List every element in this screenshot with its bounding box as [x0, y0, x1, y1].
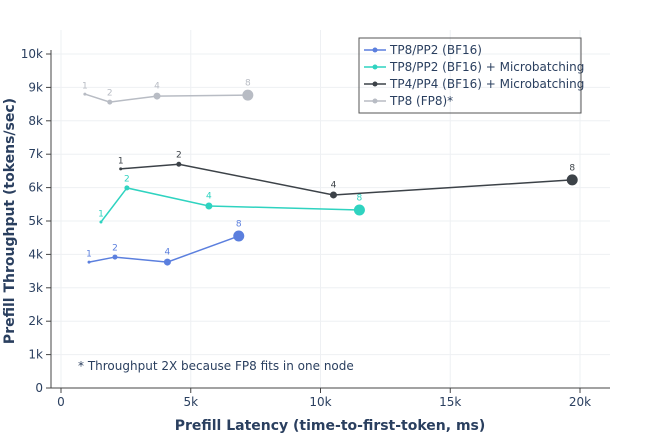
data-point [353, 204, 365, 216]
data-point [205, 202, 213, 210]
annotation: * Throughput 2X because FP8 fits in one … [78, 359, 354, 373]
data-point [153, 92, 161, 100]
legend-marker [372, 47, 378, 53]
y-tick-label: 6k [28, 181, 43, 195]
data-label: 2 [107, 89, 113, 99]
axes: 0 5k 10k 15k 20k 0 1k 2k 3k 4k 5k 6k 7k 8k 9k 10k [21, 47, 610, 409]
data-point [87, 260, 91, 264]
x-tick-label: 10k [309, 395, 331, 409]
y-tick-label: 0 [35, 381, 43, 395]
y-tick-label: 3k [28, 281, 43, 295]
data-point [329, 191, 337, 199]
data-label: 4 [206, 191, 212, 201]
y-tick-label: 4k [28, 247, 43, 261]
data-label: 8 [245, 79, 251, 89]
data-label: 2 [176, 151, 182, 161]
data-point [163, 258, 171, 266]
legend-entry: TP8/PP2 (BF16) + Microbatching [389, 60, 584, 74]
data-point [124, 185, 130, 191]
y-tick-label: 1k [28, 348, 43, 362]
x-tick-label: 20k [569, 395, 591, 409]
data-label: 8 [236, 220, 242, 230]
data-label: 4 [154, 82, 160, 92]
y-tick-label: 10k [21, 47, 43, 61]
x-tick-label: 5k [183, 395, 198, 409]
data-point [112, 254, 118, 260]
data-point [176, 161, 182, 167]
x-tick-label: 15k [439, 395, 461, 409]
x-tick-label: 0 [57, 395, 65, 409]
legend-border [358, 37, 582, 114]
y-tick-label: 8k [28, 114, 43, 128]
data-label: 8 [357, 193, 363, 203]
data-label: 4 [165, 248, 171, 258]
data-label: 4 [331, 180, 337, 190]
data-point [119, 167, 123, 171]
series-line [120, 163, 573, 196]
grid [51, 30, 610, 388]
data-label: 1 [98, 210, 104, 220]
data-label: 2 [124, 174, 130, 184]
data-point [233, 230, 245, 242]
data-point [99, 220, 103, 224]
legend-entry: TP8/PP2 (BF16) [389, 43, 482, 57]
y-tick-label: 7k [28, 147, 43, 161]
legend-marker [372, 64, 378, 70]
data-point [107, 99, 113, 105]
data-point [83, 92, 87, 96]
legend-entry: TP8 (FP8)* [389, 94, 453, 108]
legend: TP8/PP2 (BF16) TP8/PP2 (BF16) + Microbatc… [358, 37, 584, 114]
data-label: 8 [569, 163, 575, 173]
legend-marker [372, 81, 378, 87]
series-line [88, 235, 240, 263]
y-tick-label: 2k [28, 314, 43, 328]
data-label: 2 [112, 244, 118, 254]
data-label: 1 [118, 156, 124, 166]
legend-marker [372, 98, 378, 104]
x-axis-title: Prefill Latency (time-to-first-token, ms… [175, 418, 486, 434]
series-line [84, 93, 248, 103]
legend-entry: TP4/PP4 (BF16) + Microbatching [389, 77, 584, 91]
data-label: 1 [86, 250, 92, 260]
data-point [242, 89, 254, 101]
series-line [100, 187, 360, 223]
y-tick-label: 9k [28, 80, 43, 94]
data-point [566, 174, 578, 186]
y-axis-title: Prefill Throughput (tokens/sec) [2, 98, 18, 344]
y-tick-label: 5k [28, 214, 43, 228]
data-label: 1 [82, 82, 88, 92]
